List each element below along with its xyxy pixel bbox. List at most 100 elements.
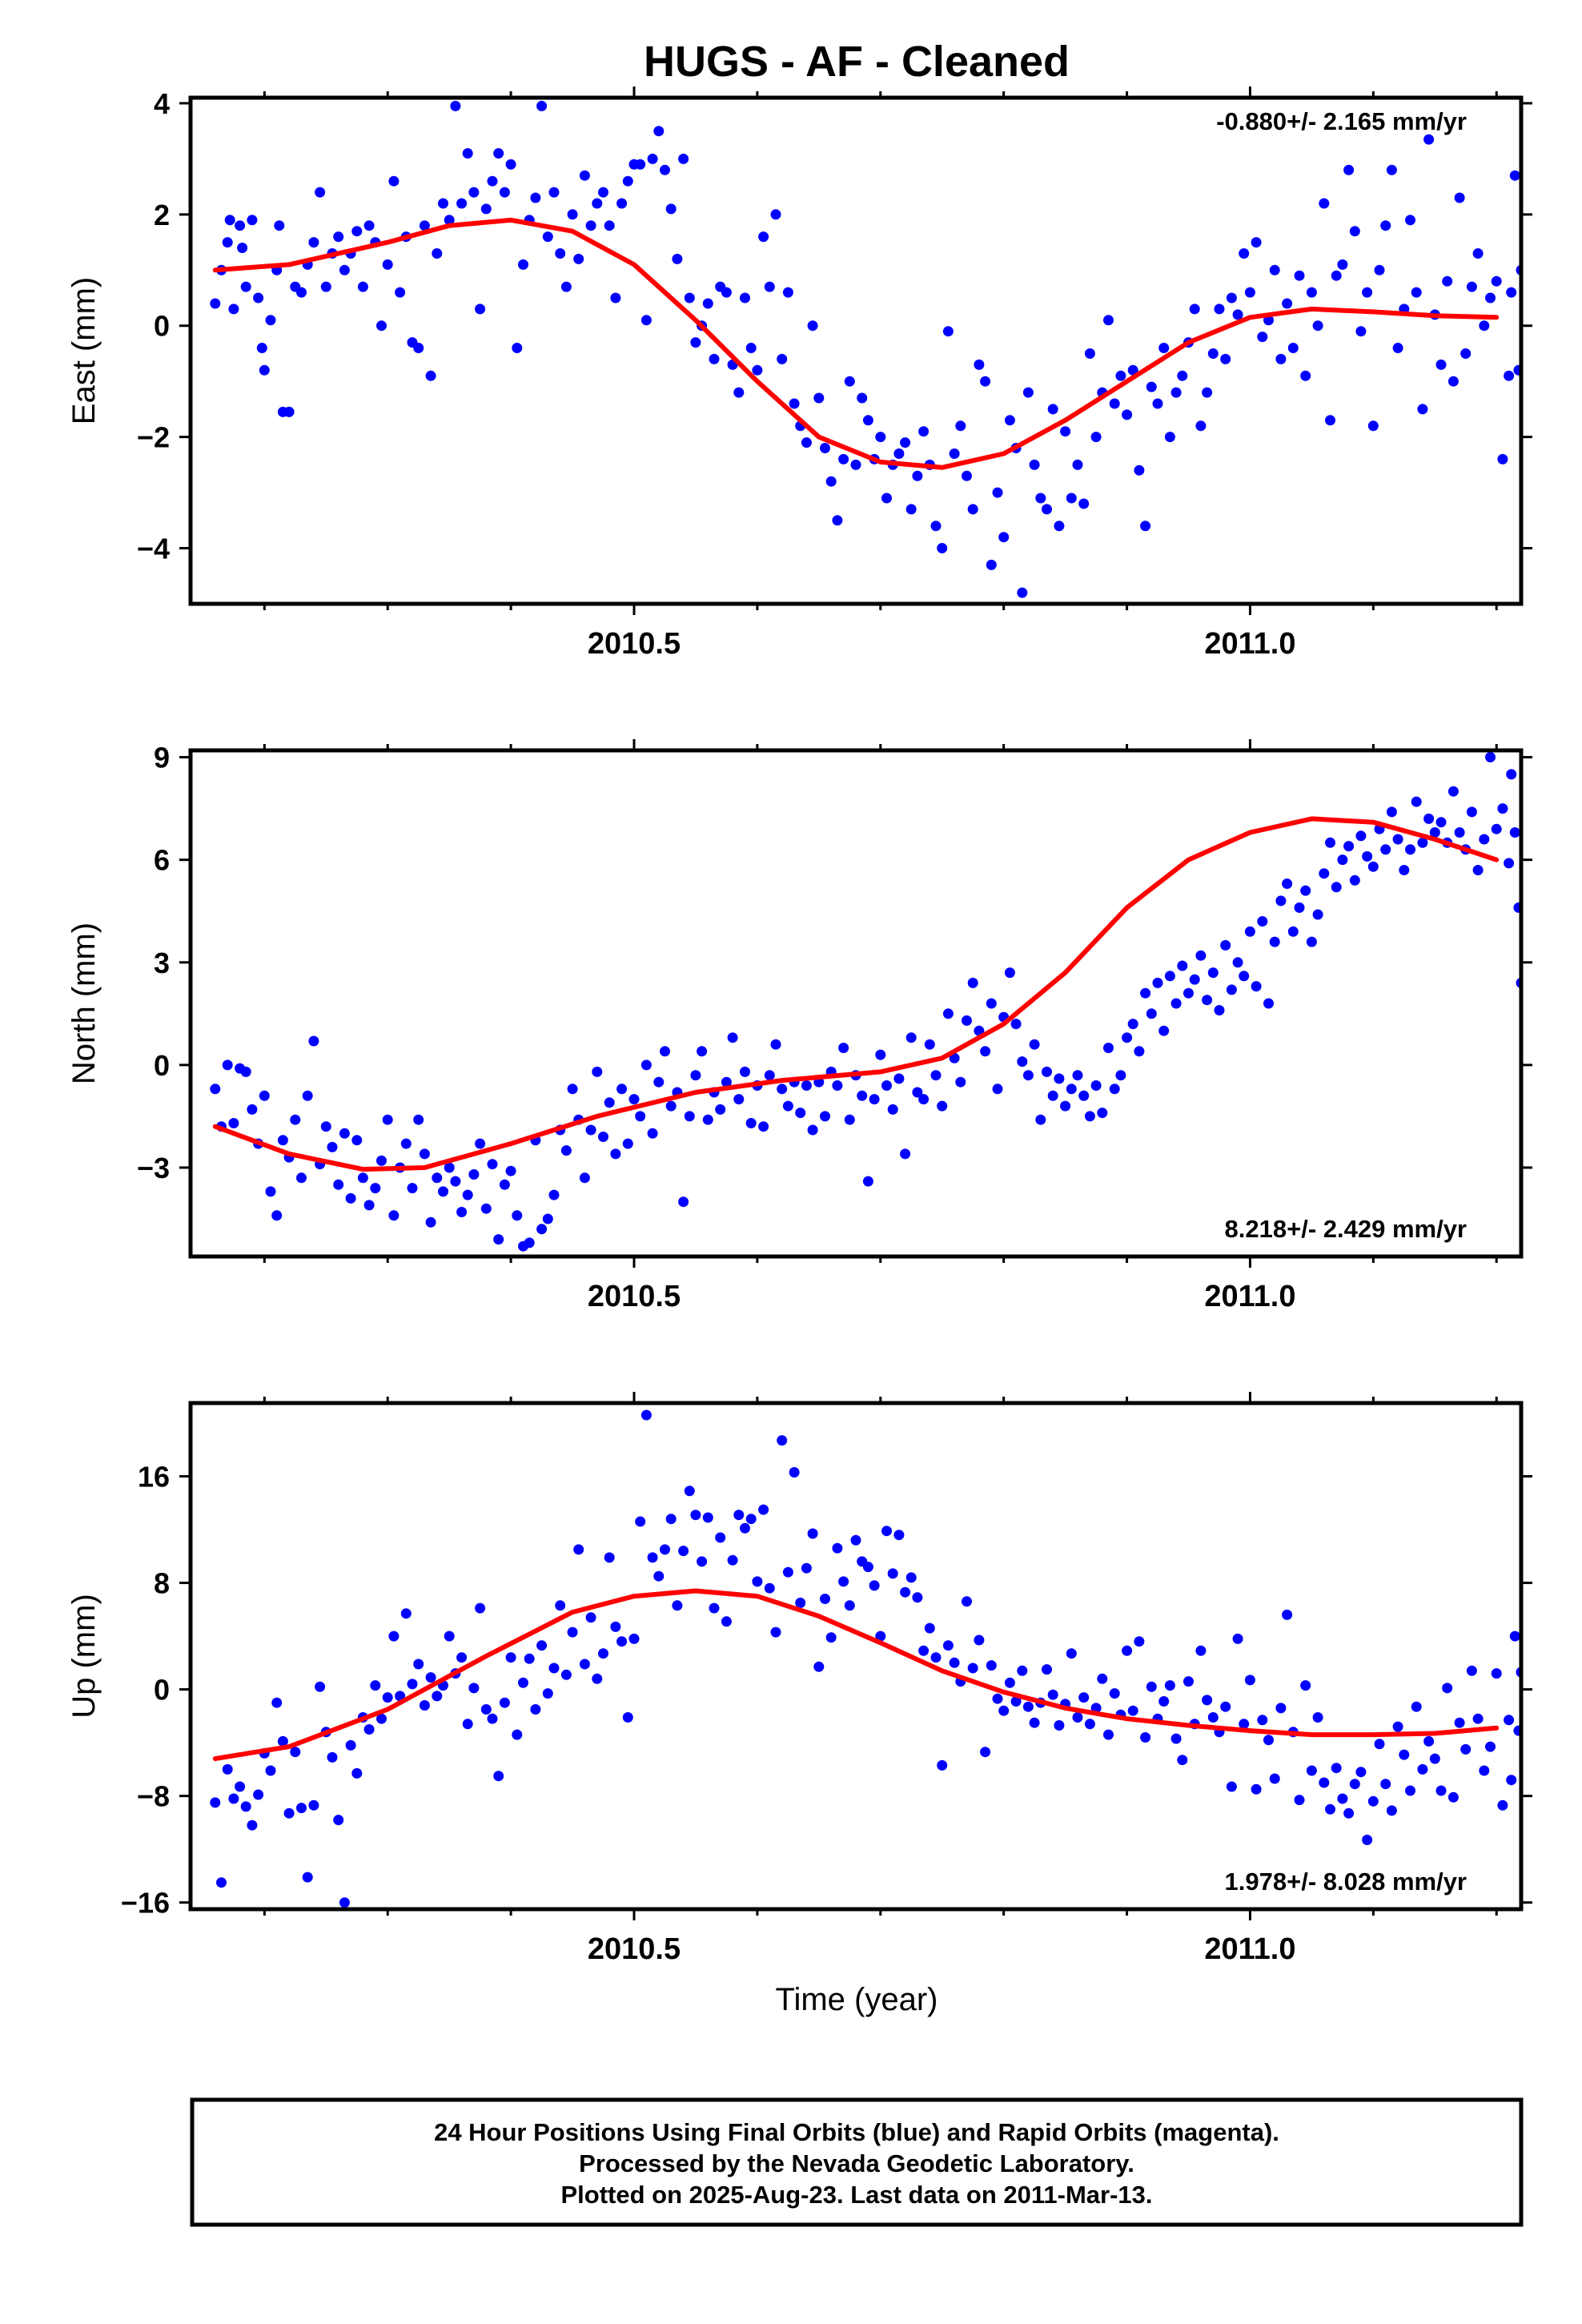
east-point: [567, 209, 578, 220]
east-point: [228, 304, 239, 315]
up-y-axis-label: Up (mm): [66, 1594, 102, 1719]
east-point: [1325, 415, 1335, 426]
east-y-axis-label: East (mm): [66, 277, 102, 424]
north-point: [1429, 827, 1440, 838]
up-point: [592, 1673, 603, 1684]
up-point: [536, 1640, 548, 1651]
east-point: [274, 220, 285, 231]
east-point: [702, 298, 713, 309]
north-point: [955, 1076, 966, 1088]
north-point: [468, 1169, 480, 1180]
up-point: [1312, 1712, 1323, 1723]
east-point: [1164, 432, 1175, 443]
up-ytick-label: −16: [121, 1887, 170, 1920]
up-point: [893, 1530, 905, 1541]
east-point: [1072, 459, 1083, 470]
north-point: [222, 1059, 233, 1071]
east-point: [844, 376, 855, 387]
east-point: [980, 376, 991, 387]
up-point: [1275, 1703, 1287, 1714]
east-ytick-label: −2: [137, 421, 170, 454]
up-point: [1392, 1721, 1403, 1732]
up-point: [905, 1572, 917, 1583]
north-point: [1029, 1039, 1040, 1050]
east-point: [690, 337, 701, 348]
north-point: [1226, 984, 1237, 995]
north-point: [524, 1237, 535, 1248]
up-point: [844, 1600, 855, 1611]
north-point: [1349, 875, 1360, 886]
east-point: [518, 259, 528, 270]
up-point: [400, 1608, 412, 1619]
up-point: [1257, 1715, 1268, 1726]
up-point: [1010, 1696, 1022, 1707]
east-point: [850, 459, 861, 470]
up-point: [832, 1542, 843, 1554]
north-point: [604, 1097, 615, 1108]
up-point: [456, 1652, 468, 1663]
north-point: [493, 1234, 504, 1245]
east-point: [1509, 170, 1520, 181]
north-point: [1103, 1043, 1114, 1053]
north-point: [1251, 981, 1262, 992]
east-point: [1078, 498, 1090, 509]
east-point: [1029, 459, 1040, 470]
east-point: [825, 476, 837, 487]
up-point: [647, 1552, 658, 1563]
up-point: [283, 1807, 295, 1819]
east-point: [962, 470, 972, 481]
east-point: [1017, 587, 1028, 598]
east-point: [721, 287, 732, 298]
up-point: [628, 1633, 640, 1644]
east-point: [1134, 464, 1145, 476]
east-point: [548, 187, 560, 198]
east-point: [764, 281, 775, 292]
north-point: [1232, 957, 1243, 968]
east-point: [1257, 332, 1268, 343]
up-ytick-label: 8: [154, 1567, 170, 1600]
east-point: [560, 281, 572, 292]
north-point: [1447, 786, 1459, 797]
east-point: [333, 231, 344, 243]
north-point: [505, 1165, 516, 1176]
east-point: [616, 198, 628, 209]
up-point: [1435, 1785, 1447, 1796]
up-point: [1004, 1677, 1015, 1688]
east-panel: 2010.5 2011.0 −4 −2 0 2 4 East (mm) -0.880+/- 2.…: [66, 86, 1532, 661]
east-point: [1146, 381, 1157, 392]
north-point: [721, 1076, 732, 1088]
up-point: [1349, 1779, 1360, 1790]
up-point: [1263, 1735, 1274, 1746]
north-point: [499, 1179, 510, 1190]
north-point: [653, 1076, 665, 1088]
east-point: [555, 248, 566, 259]
north-point: [598, 1132, 608, 1142]
north-point: [370, 1183, 381, 1194]
north-point: [302, 1090, 313, 1101]
east-point: [480, 203, 492, 215]
up-point: [388, 1630, 400, 1642]
up-point: [653, 1570, 665, 1582]
east-point: [930, 521, 942, 532]
up-point: [930, 1652, 942, 1663]
north-point: [419, 1148, 430, 1160]
north-point: [702, 1114, 713, 1125]
north-point: [758, 1121, 769, 1132]
up-point: [1244, 1675, 1255, 1686]
east-point: [622, 175, 633, 187]
up-point: [1029, 1717, 1040, 1728]
east-point: [1386, 164, 1397, 175]
up-ytick-label: −8: [137, 1780, 170, 1813]
north-point: [1017, 1056, 1028, 1068]
up-xtick-label: 2011.0: [1204, 1932, 1295, 1966]
east-point: [432, 248, 443, 259]
east-point: [918, 426, 930, 437]
up-point: [228, 1793, 239, 1804]
east-point: [1127, 364, 1138, 376]
up-point: [949, 1657, 960, 1668]
up-point: [487, 1713, 498, 1724]
east-point: [450, 100, 461, 111]
up-point: [1122, 1645, 1133, 1656]
up-point: [1232, 1633, 1243, 1644]
east-point: [542, 231, 553, 243]
